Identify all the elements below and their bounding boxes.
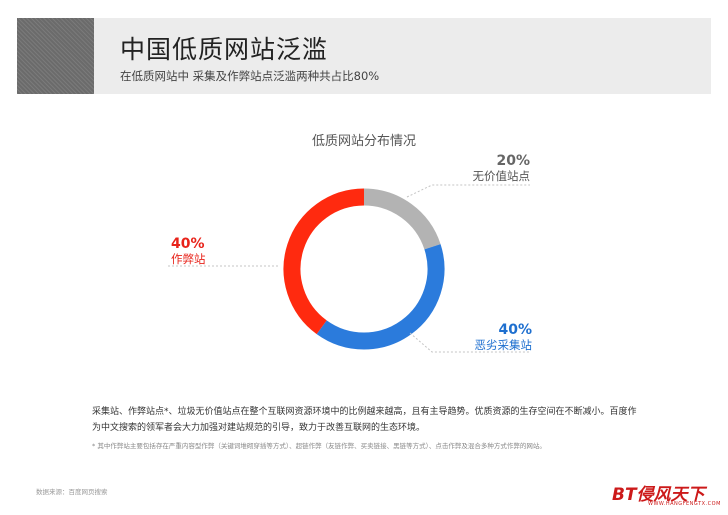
footnote-text: * 其中作弊站主要包括存在严重内容型作弊（关键词堆砌穿插等方式）、超链作弊（友链…: [92, 442, 546, 450]
callout-no-value: 20% 无价值站点: [470, 153, 531, 183]
watermark-logo: BT侵风天下: [612, 485, 705, 505]
page-subtitle: 在低质网站中 采集及作弊站点泛滥两种共占比80%: [120, 69, 380, 83]
slice-pct-no-value: 20%: [496, 153, 530, 169]
slice-pct-scraper: 40%: [498, 322, 532, 338]
slice-cheat: [283, 188, 365, 335]
data-source: 数据来源：百度网页搜索: [36, 488, 108, 496]
page-title: 中国低质网站泛滥: [120, 35, 329, 64]
leader-line-grey: [406, 184, 530, 198]
slice-pct-cheat: 40%: [171, 236, 205, 252]
callout-scraper: 40% 恶劣采集站: [470, 322, 533, 352]
description-text: 采集站、作弊站点*、垃圾无价值站点在整个互联网资源环境中的比例越来越高，且有主导…: [92, 407, 637, 433]
slice-label-scraper: 恶劣采集站: [474, 338, 533, 352]
slice-label-cheat: 作弊站: [171, 252, 206, 266]
chart-title: 低质网站分布情况: [311, 134, 416, 149]
leader-line-blue: [409, 332, 530, 353]
slice-label-no-value: 无价值站点: [472, 169, 531, 183]
header-pattern: [17, 18, 94, 94]
slice-no-value: [363, 188, 441, 250]
callout-cheat: 40% 作弊站: [171, 236, 206, 266]
slice-scraper: [316, 244, 445, 350]
watermark-logo-sub: WWW.HANGFENGTX.COM: [648, 501, 721, 507]
header-band: [17, 18, 711, 94]
